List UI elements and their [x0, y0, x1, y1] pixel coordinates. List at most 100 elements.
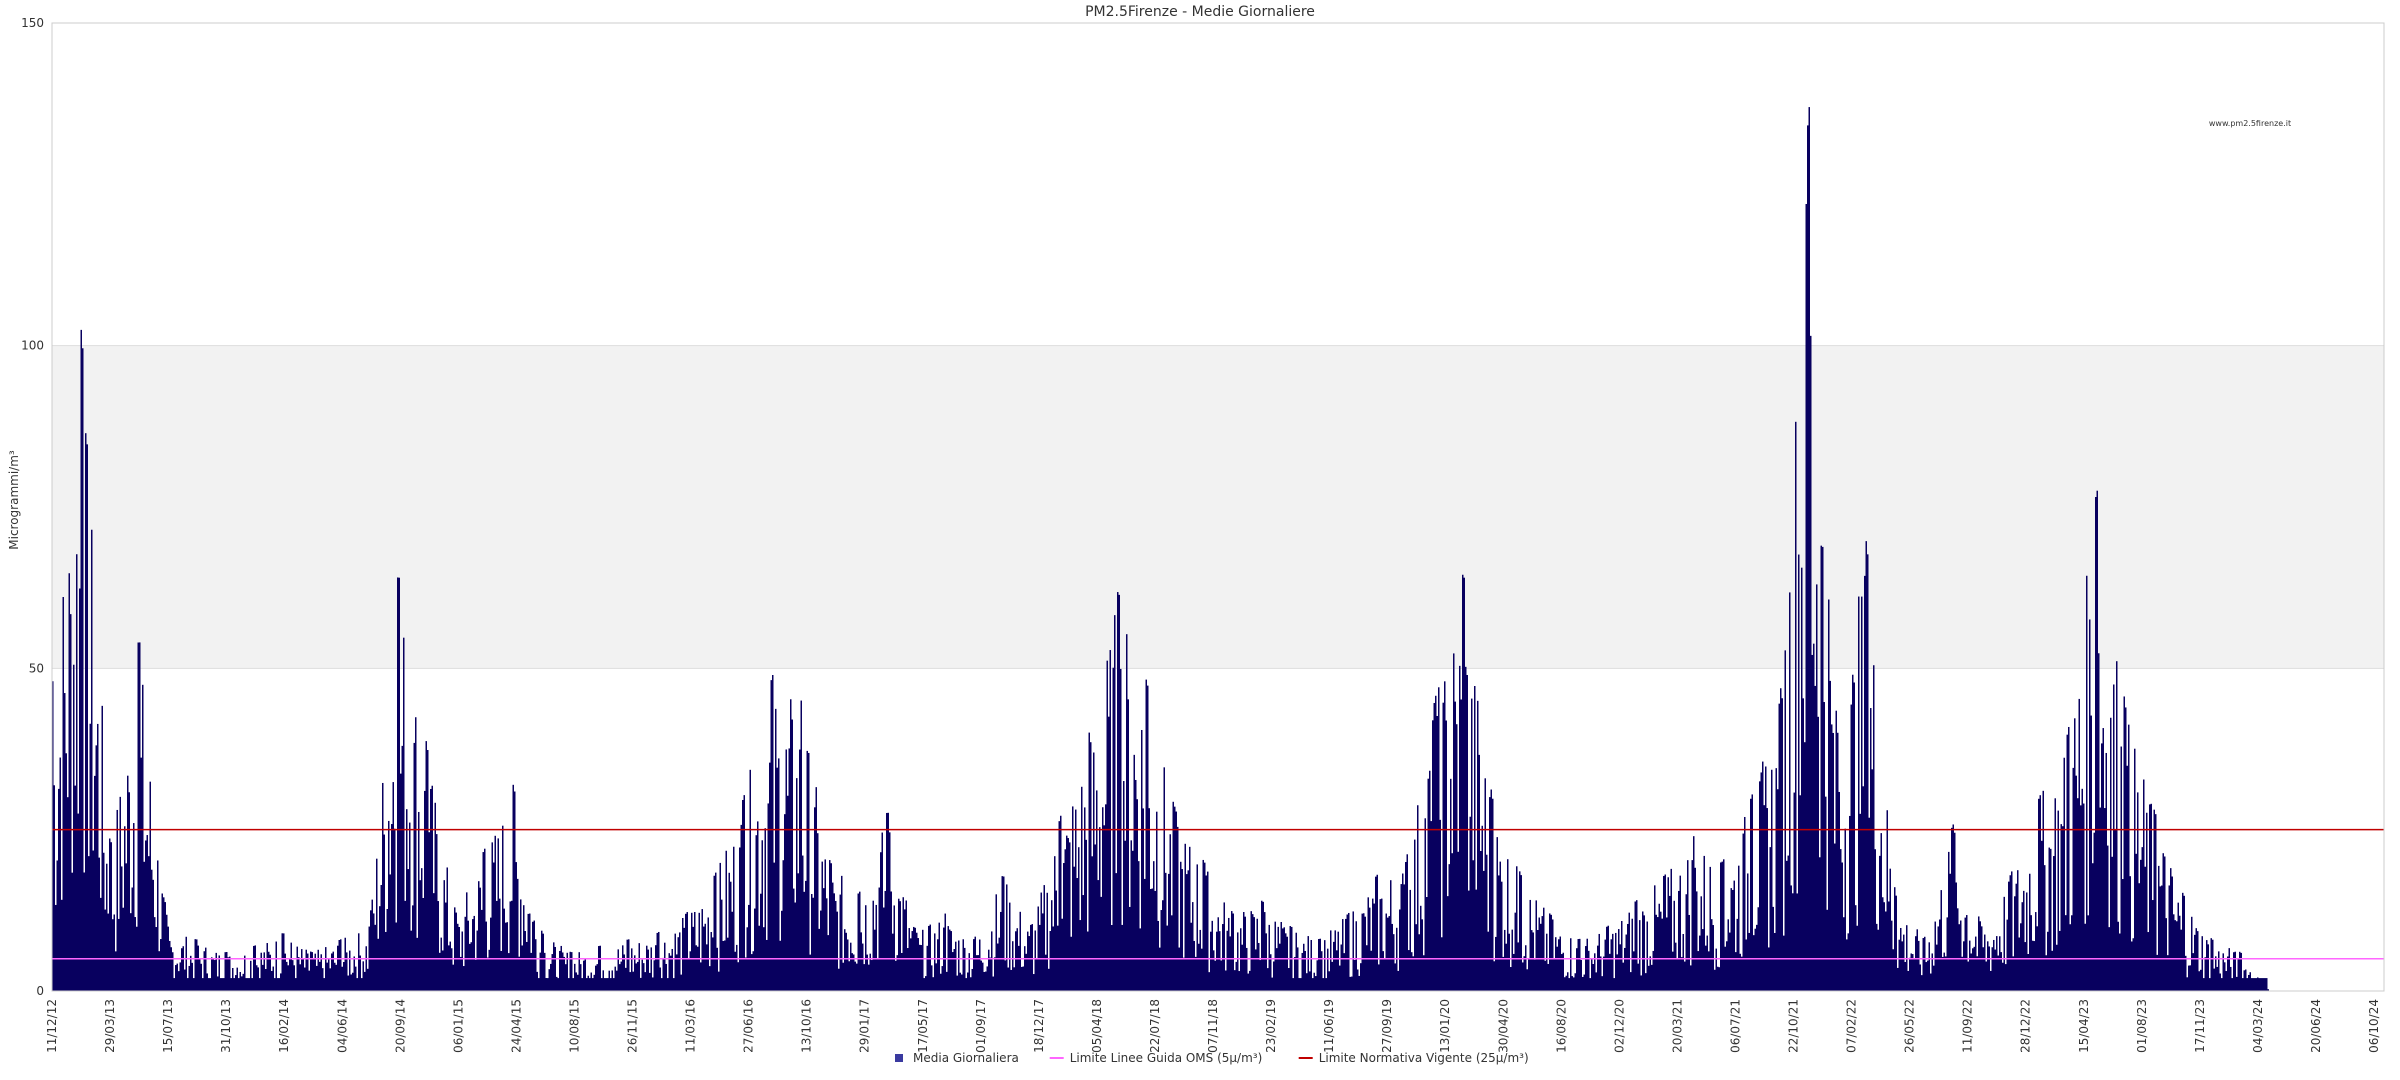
bar [500, 950, 502, 991]
bar [850, 942, 852, 991]
x-tick-label: 15/04/23 [2077, 999, 2091, 1053]
bar [1642, 911, 1644, 991]
bar [1955, 882, 1957, 991]
bar [1843, 917, 1845, 991]
bar [1465, 666, 1467, 991]
bar [680, 974, 682, 991]
bar [2110, 717, 2112, 991]
bar [161, 893, 163, 991]
bar [1445, 720, 1447, 991]
bar [1439, 819, 1441, 991]
bar [1492, 798, 1494, 991]
bar [592, 978, 594, 991]
bar [2257, 977, 2259, 991]
bar [514, 791, 516, 991]
bar [2236, 976, 2238, 991]
bar [457, 923, 459, 991]
bar [1816, 584, 1818, 991]
bar [809, 954, 811, 991]
bar [431, 785, 433, 991]
bar [494, 835, 496, 991]
bar [67, 797, 69, 991]
bar [143, 861, 145, 991]
bar [1321, 951, 1323, 991]
bar [1418, 934, 1420, 991]
bar [1744, 816, 1746, 991]
bar [407, 869, 409, 991]
bar [1703, 855, 1705, 991]
bar [716, 947, 718, 991]
bar [1103, 825, 1105, 991]
bar [209, 978, 211, 991]
bar [241, 976, 243, 991]
bar [1316, 960, 1318, 991]
bar [1568, 978, 1570, 991]
bar [2153, 809, 2155, 991]
bar [893, 905, 895, 991]
bar [1082, 895, 1084, 991]
bar [1123, 781, 1125, 991]
bar [958, 940, 960, 991]
bar [1835, 710, 1837, 991]
bar [1055, 890, 1057, 991]
bar [584, 959, 586, 991]
bar [1033, 974, 1035, 991]
bar [1468, 890, 1470, 991]
bar [688, 958, 690, 991]
bar [1400, 884, 1402, 991]
bar [1300, 978, 1302, 991]
bar [2254, 978, 2256, 991]
bar [1609, 953, 1611, 991]
bar [1762, 761, 1764, 991]
bar [178, 971, 180, 991]
bar [1637, 963, 1639, 991]
bar [274, 978, 276, 991]
bar [1654, 885, 1656, 991]
bar [1268, 924, 1270, 991]
bar [1126, 634, 1128, 991]
bar [1648, 965, 1650, 991]
bar [1177, 826, 1179, 991]
bar [859, 891, 861, 991]
bar [1099, 827, 1101, 991]
bar [659, 967, 661, 991]
bar [545, 978, 547, 991]
bar [434, 802, 436, 991]
bar [164, 902, 166, 991]
x-tick-label: 26/05/22 [1903, 999, 1917, 1053]
bar [1768, 947, 1770, 991]
bar [134, 917, 136, 991]
bar [748, 904, 750, 991]
bar [1252, 914, 1254, 991]
bar [1688, 914, 1690, 991]
bar [674, 933, 676, 991]
bar [1127, 699, 1129, 991]
x-tick-label: 16/08/20 [1554, 999, 1568, 1053]
bar [1402, 873, 1404, 991]
legend-label: Media Giornaliera [913, 1051, 1019, 1065]
bar [622, 945, 624, 991]
bar [1522, 962, 1524, 991]
bar [1624, 947, 1626, 991]
bar [2192, 953, 2194, 991]
bar [65, 753, 67, 991]
bar [1999, 936, 2001, 991]
bar [1094, 844, 1096, 991]
bar [1244, 916, 1246, 991]
bar [737, 962, 739, 991]
bar [1192, 902, 1194, 991]
bar [1912, 954, 1914, 991]
bar [1019, 911, 1021, 991]
bar [617, 949, 619, 991]
bar [1006, 884, 1008, 991]
bar [1556, 946, 1558, 991]
bar [1184, 843, 1186, 991]
bar [1441, 937, 1443, 991]
bar [1622, 962, 1624, 991]
bar [430, 788, 432, 991]
bar [1469, 816, 1471, 991]
bar [2069, 924, 2071, 991]
bar [881, 832, 883, 991]
bar [206, 973, 208, 991]
bar [2255, 978, 2257, 991]
